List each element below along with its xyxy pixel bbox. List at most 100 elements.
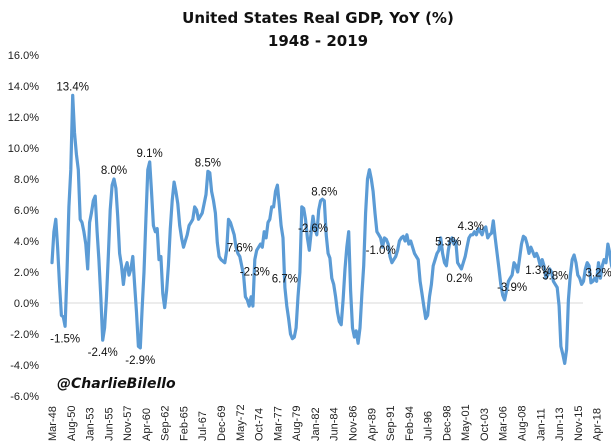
x-tick-label: Mar-48 (47, 406, 59, 441)
data-point (248, 305, 250, 307)
data-point (267, 221, 269, 223)
data-point (293, 336, 295, 338)
x-tick-label: Aug-08 (517, 406, 529, 441)
data-point (88, 221, 90, 223)
data-point (318, 209, 320, 211)
data-point (295, 327, 297, 329)
data-point (355, 330, 357, 332)
data-point (308, 249, 310, 251)
data-point (592, 280, 594, 282)
x-tick-label: Apr-60 (141, 408, 153, 441)
data-label: -2.9% (125, 355, 155, 367)
data-point (376, 231, 378, 233)
data-point (391, 262, 393, 264)
x-tick-label: Jun-13 (554, 407, 566, 441)
x-tick-label: Mar-06 (498, 406, 510, 441)
x-axis: Mar-48 Aug-50 Jan-53 Jun-55 Nov-57 Apr-60 Sep-… (47, 404, 604, 441)
x-tick-label: Jan-82 (310, 407, 322, 441)
chart-title: United States Real GDP, YoY (%) (182, 9, 454, 27)
data-point (272, 206, 274, 208)
data-point (233, 234, 235, 236)
data-point (537, 257, 539, 259)
data-point (254, 258, 256, 260)
data-point (526, 243, 528, 245)
y-tick-label: 0.0% (14, 298, 39, 310)
data-point (423, 305, 425, 307)
data-point (432, 265, 434, 267)
data-point (342, 299, 344, 301)
data-point (472, 234, 474, 236)
x-tick-label: Mar-77 (272, 406, 284, 441)
data-point (55, 218, 57, 220)
data-point (70, 169, 72, 171)
data-point (126, 262, 128, 264)
data-point (438, 249, 440, 251)
data-point (257, 246, 259, 248)
data-point (111, 184, 113, 186)
data-point (158, 258, 160, 260)
data-point (102, 339, 104, 341)
data-point (118, 252, 120, 254)
data-point (331, 277, 333, 279)
data-point (205, 193, 207, 195)
data-point (361, 293, 363, 295)
data-point (582, 280, 584, 282)
data-point (533, 255, 535, 257)
data-point (269, 218, 271, 220)
data-label: 5.3% (435, 236, 461, 248)
data-point (571, 258, 573, 260)
data-point (425, 317, 427, 319)
data-label: 3.2% (585, 267, 611, 279)
data-point (366, 178, 368, 180)
data-point (400, 237, 402, 239)
data-point (297, 296, 299, 298)
data-point (90, 212, 92, 214)
data-point (62, 316, 64, 318)
data-point (265, 237, 267, 239)
data-point (160, 255, 162, 257)
data-point (132, 255, 134, 257)
data-point (436, 252, 438, 254)
x-tick-label: Jan-53 (85, 407, 97, 441)
data-point (338, 320, 340, 322)
data-point (430, 283, 432, 285)
data-point (289, 333, 291, 335)
y-tick-label: 10.0% (8, 143, 39, 155)
data-point (579, 277, 581, 279)
x-tick-label: Dec-98 (441, 406, 453, 441)
data-point (363, 265, 365, 267)
data-label: 8.0% (101, 165, 127, 177)
data-point (607, 243, 609, 245)
data-point (130, 268, 132, 270)
data-point (150, 190, 152, 192)
x-tick-label: Jul-96 (423, 411, 435, 441)
data-point (370, 178, 372, 180)
data-point (573, 254, 575, 256)
data-point (492, 220, 494, 222)
data-point (96, 231, 98, 233)
data-point (323, 200, 325, 202)
x-tick-label: Oct-74 (254, 408, 266, 441)
data-point (227, 218, 229, 220)
data-point (564, 362, 566, 364)
x-tick-label: Nov-86 (347, 406, 359, 441)
data-point (77, 169, 79, 171)
data-point (79, 218, 81, 220)
data-point (569, 274, 571, 276)
x-tick-label: May-01 (460, 404, 472, 441)
data-point (203, 203, 205, 205)
data-point (560, 345, 562, 347)
data-point (274, 190, 276, 192)
y-axis: 16.0% 14.0% 12.0% 10.0% 8.0% 6.0% 4.0% 2.0% 0.0%… (8, 50, 39, 403)
data-point (284, 286, 286, 288)
data-point (306, 237, 308, 239)
data-point (490, 232, 492, 234)
data-point (299, 271, 301, 273)
data-point (124, 268, 126, 270)
x-tick-label: Feb-65 (178, 406, 190, 441)
data-point (180, 237, 182, 239)
data-point (481, 234, 483, 236)
data-point (426, 314, 428, 316)
data-point (565, 348, 567, 350)
data-point (220, 258, 222, 260)
